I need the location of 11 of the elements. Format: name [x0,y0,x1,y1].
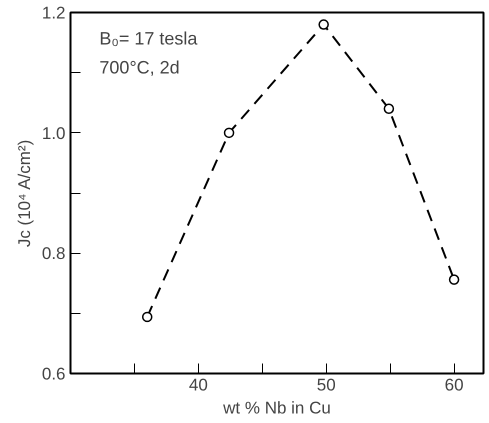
y-tick-label: 0.6 [42,364,66,384]
y-tick-label: 0.8 [42,244,66,264]
y-axis-title: Jc (10⁴ A/cm²) [14,140,34,248]
x-tick-label: 60 [444,376,464,394]
annotation: 700°C, 2d [99,57,180,78]
x-tick-label: 50 [316,376,336,394]
y-tick-label: 1.0 [42,124,66,143]
x-tick-label: 40 [188,376,208,394]
y-tick-label: 1.2 [42,4,66,22]
annotation: B₀= 17 tesla [99,28,198,49]
x-axis-title: wt % Nb in Cu [222,398,331,418]
